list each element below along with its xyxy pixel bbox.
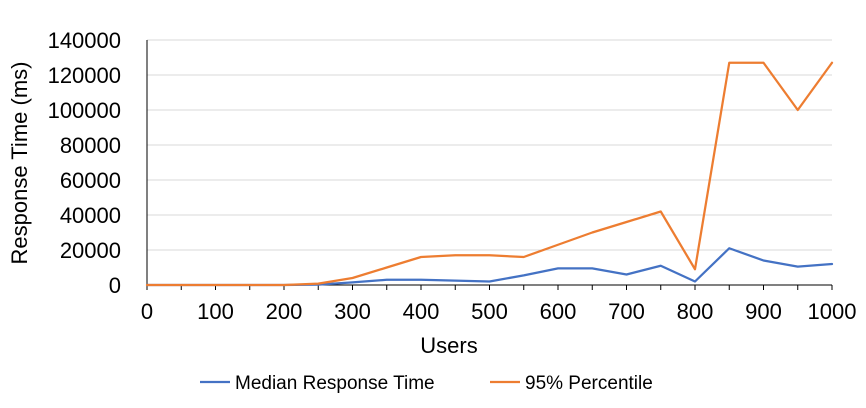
series-line-median-response-time: [145, 247, 834, 287]
legend-item-median-response-time: Median Response Time: [200, 373, 435, 394]
x-tick-label: 600: [540, 299, 577, 324]
legend-item-95-percentile: 95% Percentile: [490, 373, 653, 394]
y-tick-label: 140000: [48, 28, 121, 53]
y-tick-label: 0: [109, 273, 121, 298]
legend: Median Response Time 95% Percentile: [200, 373, 653, 394]
y-axis-ticks: 0 20000 40000 60000 80000 100000 120000 140000: [48, 28, 121, 298]
x-tick-label: 0: [141, 299, 153, 324]
y-tick-label: 60000: [60, 168, 121, 193]
x-tick-label: 300: [334, 299, 371, 324]
y-tick-label: 40000: [60, 203, 121, 228]
series-line-95-percentile: [145, 61, 834, 287]
x-tick-label: 800: [677, 299, 714, 324]
legend-label: 95% Percentile: [525, 373, 653, 394]
x-tick-label: 100: [197, 299, 234, 324]
legend-label: Median Response Time: [235, 373, 435, 394]
y-axis-title: Response Time (ms): [7, 62, 32, 265]
series: [145, 61, 834, 287]
gridlines: [147, 39, 832, 251]
y-tick-label: 80000: [60, 133, 121, 158]
y-tick-label: 120000: [48, 63, 121, 88]
x-tick-label: 500: [471, 299, 508, 324]
x-tick-label: 400: [403, 299, 440, 324]
x-tick-label: 200: [266, 299, 303, 324]
x-tick-label: 700: [608, 299, 645, 324]
x-tick-label: 1000: [808, 299, 857, 324]
y-tick-label: 100000: [48, 98, 121, 123]
x-axis-ticks: 0 100 200 300 400 500 600 700 800 900 1000: [141, 299, 857, 324]
y-tick-label: 20000: [60, 238, 121, 263]
x-axis-title: Users: [420, 333, 477, 358]
x-tick-label: 900: [745, 299, 782, 324]
axes: [146, 40, 833, 290]
